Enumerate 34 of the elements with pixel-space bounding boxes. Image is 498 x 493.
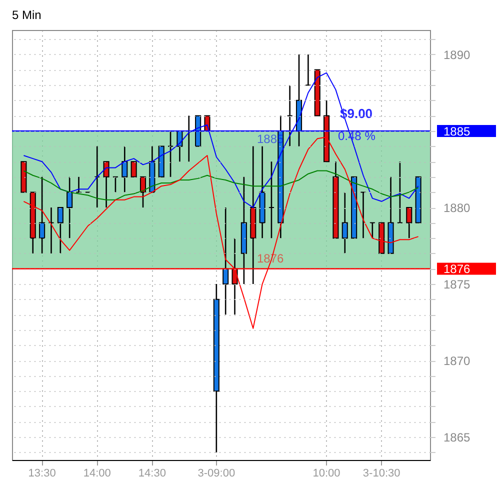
candlestick: [39, 176, 46, 254]
candlestick: [406, 206, 412, 239]
candlestick: [76, 176, 82, 193]
candlestick: [103, 160, 110, 208]
candlestick: [48, 206, 54, 254]
y-tick-label: 1876: [444, 262, 471, 276]
x-tick-label: 13:30: [28, 468, 56, 480]
candlestick: [286, 84, 293, 147]
candlestick: [57, 206, 64, 254]
y-tick-label: 1865: [444, 430, 471, 445]
y-tick-label: 1880: [444, 201, 471, 216]
y-tick-label: 1870: [444, 354, 471, 368]
candlestick: [122, 146, 128, 193]
candlestick: [168, 130, 174, 178]
candlestick: [66, 176, 73, 239]
candlestick: [360, 192, 366, 239]
candlestick: [305, 54, 312, 86]
candlestick: [112, 176, 118, 193]
chart-title: 5 Min: [12, 8, 42, 22]
x-tick-label: 14:00: [83, 468, 111, 480]
y-tick-label: 1890: [444, 48, 471, 62]
y-tick-label: 1875: [444, 278, 471, 292]
x-tick-label: 3-09:00: [198, 468, 236, 480]
candlestick: [94, 146, 100, 208]
candlestick: [369, 222, 376, 239]
x-tick-label: 10:00: [312, 468, 340, 480]
x-tick-label: 14:30: [138, 468, 166, 480]
candlestick: [222, 206, 229, 316]
x-tick-label: 3-10:30: [362, 468, 400, 480]
candlestick: [396, 160, 403, 224]
candlestick: [130, 161, 137, 178]
candlestick: [342, 192, 348, 254]
candlestick: [268, 160, 274, 239]
y-tick-label: 1885: [444, 124, 471, 138]
